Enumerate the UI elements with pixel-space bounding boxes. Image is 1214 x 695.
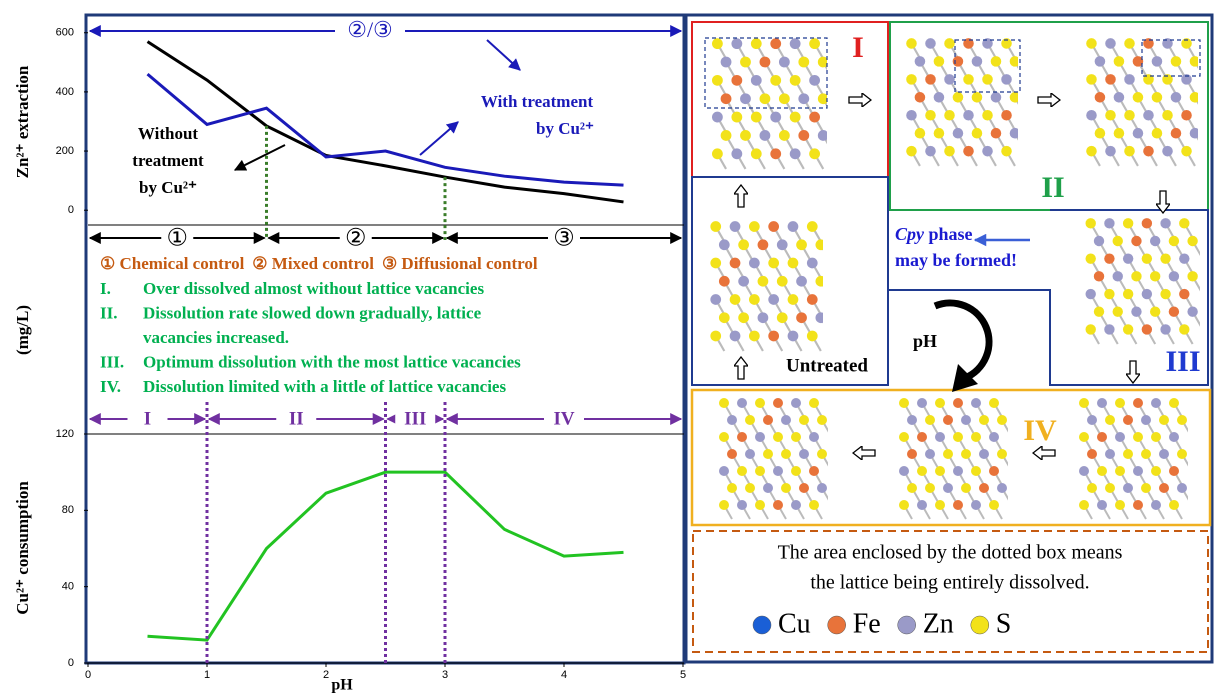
region-label: I xyxy=(144,408,151,429)
x-tick-label: 0 xyxy=(85,669,91,681)
control-label: ① Chemical control xyxy=(100,254,245,273)
x-tick-label: 5 xyxy=(680,669,686,681)
control-label: ② Mixed control xyxy=(252,254,374,273)
element-label: Fe xyxy=(853,608,881,639)
cycle-arrow xyxy=(935,303,989,378)
x-tick-label: 4 xyxy=(561,669,567,681)
stage-text: Optimum dissolution with the most lattic… xyxy=(143,352,521,371)
y-label-top: Zn²⁺ extraction xyxy=(13,65,32,178)
y-tick-label: 80 xyxy=(62,504,74,516)
series-label: Without xyxy=(138,124,198,143)
element-dot xyxy=(753,616,771,634)
region-label: IV xyxy=(553,408,574,429)
stage-label: IV xyxy=(1023,414,1057,447)
element-label: Zn xyxy=(923,608,954,639)
top-label: ②/③ xyxy=(347,17,393,42)
x-tick-label: 3 xyxy=(442,669,448,681)
note: The area enclosed by the dotted box mean… xyxy=(778,542,1123,564)
stage-text: vacancies increased. xyxy=(143,328,289,347)
annotation-arrow xyxy=(487,40,520,70)
stage-num: I. xyxy=(100,279,111,298)
element-label: S xyxy=(996,608,1012,639)
series-label: by Cu²⁺ xyxy=(536,119,594,138)
series-label: by Cu²⁺ xyxy=(139,178,197,197)
stage-num: IV. xyxy=(100,377,121,396)
series-label: treatment xyxy=(132,151,204,170)
element-dot xyxy=(898,616,916,634)
stage-text: Dissolution rate slowed down gradually, … xyxy=(143,303,482,322)
y-tick-label: 40 xyxy=(62,581,74,593)
stage-num: III. xyxy=(100,352,124,371)
annotation-arrow xyxy=(235,145,285,170)
region-label: ② xyxy=(345,226,367,252)
y-tick-label: 0 xyxy=(68,204,74,216)
control-label: ③ Diffusional control xyxy=(382,254,538,273)
y-tick-label: 400 xyxy=(56,86,74,98)
annotation-arrow xyxy=(420,122,458,155)
figure: Zn²⁺ extraction (mg/L) Cu²⁺ consumption … xyxy=(0,0,1214,695)
region-label: III xyxy=(404,408,426,429)
cycle-arrow-head xyxy=(952,364,978,392)
element-label: Cu xyxy=(778,608,811,639)
region-label: ① xyxy=(166,226,188,252)
element-dot xyxy=(971,616,989,634)
region-label: II xyxy=(289,408,304,429)
lattices xyxy=(710,38,1203,519)
series-label: With treatment xyxy=(481,92,594,111)
x-tick-label: 2 xyxy=(323,669,329,681)
stage-text: Dissolution limited with a little of lat… xyxy=(143,377,506,396)
x-tick-label: 1 xyxy=(204,669,210,681)
ph-label: pH xyxy=(913,331,937,351)
y-tick-label: 120 xyxy=(56,428,74,440)
unit-label: (mg/L) xyxy=(13,305,32,355)
y-tick-label: 600 xyxy=(56,27,74,39)
untreated-label: Untreated xyxy=(786,355,868,376)
x-label: pH xyxy=(331,677,353,694)
y-label-bottom: Cu²⁺ consumption xyxy=(13,481,32,615)
stage-text: Over dissolved almost without lattice va… xyxy=(143,279,484,298)
note: the lattice being entirely dissolved. xyxy=(810,572,1089,594)
element-dot xyxy=(828,616,846,634)
stage-label: I xyxy=(852,31,864,64)
region-label: ③ xyxy=(553,226,575,252)
stage-label: II xyxy=(1041,171,1064,204)
cpy-rest: phase xyxy=(924,224,973,244)
y-tick-label: 0 xyxy=(68,657,74,669)
stage-num: II. xyxy=(100,303,117,322)
cpy-word: Cpy xyxy=(895,224,925,244)
y-tick-label: 200 xyxy=(56,145,74,157)
cpy-label: may be formed! xyxy=(895,250,1017,270)
cpy-label: Cpy phase xyxy=(895,224,973,244)
stage-label: III xyxy=(1165,345,1200,378)
